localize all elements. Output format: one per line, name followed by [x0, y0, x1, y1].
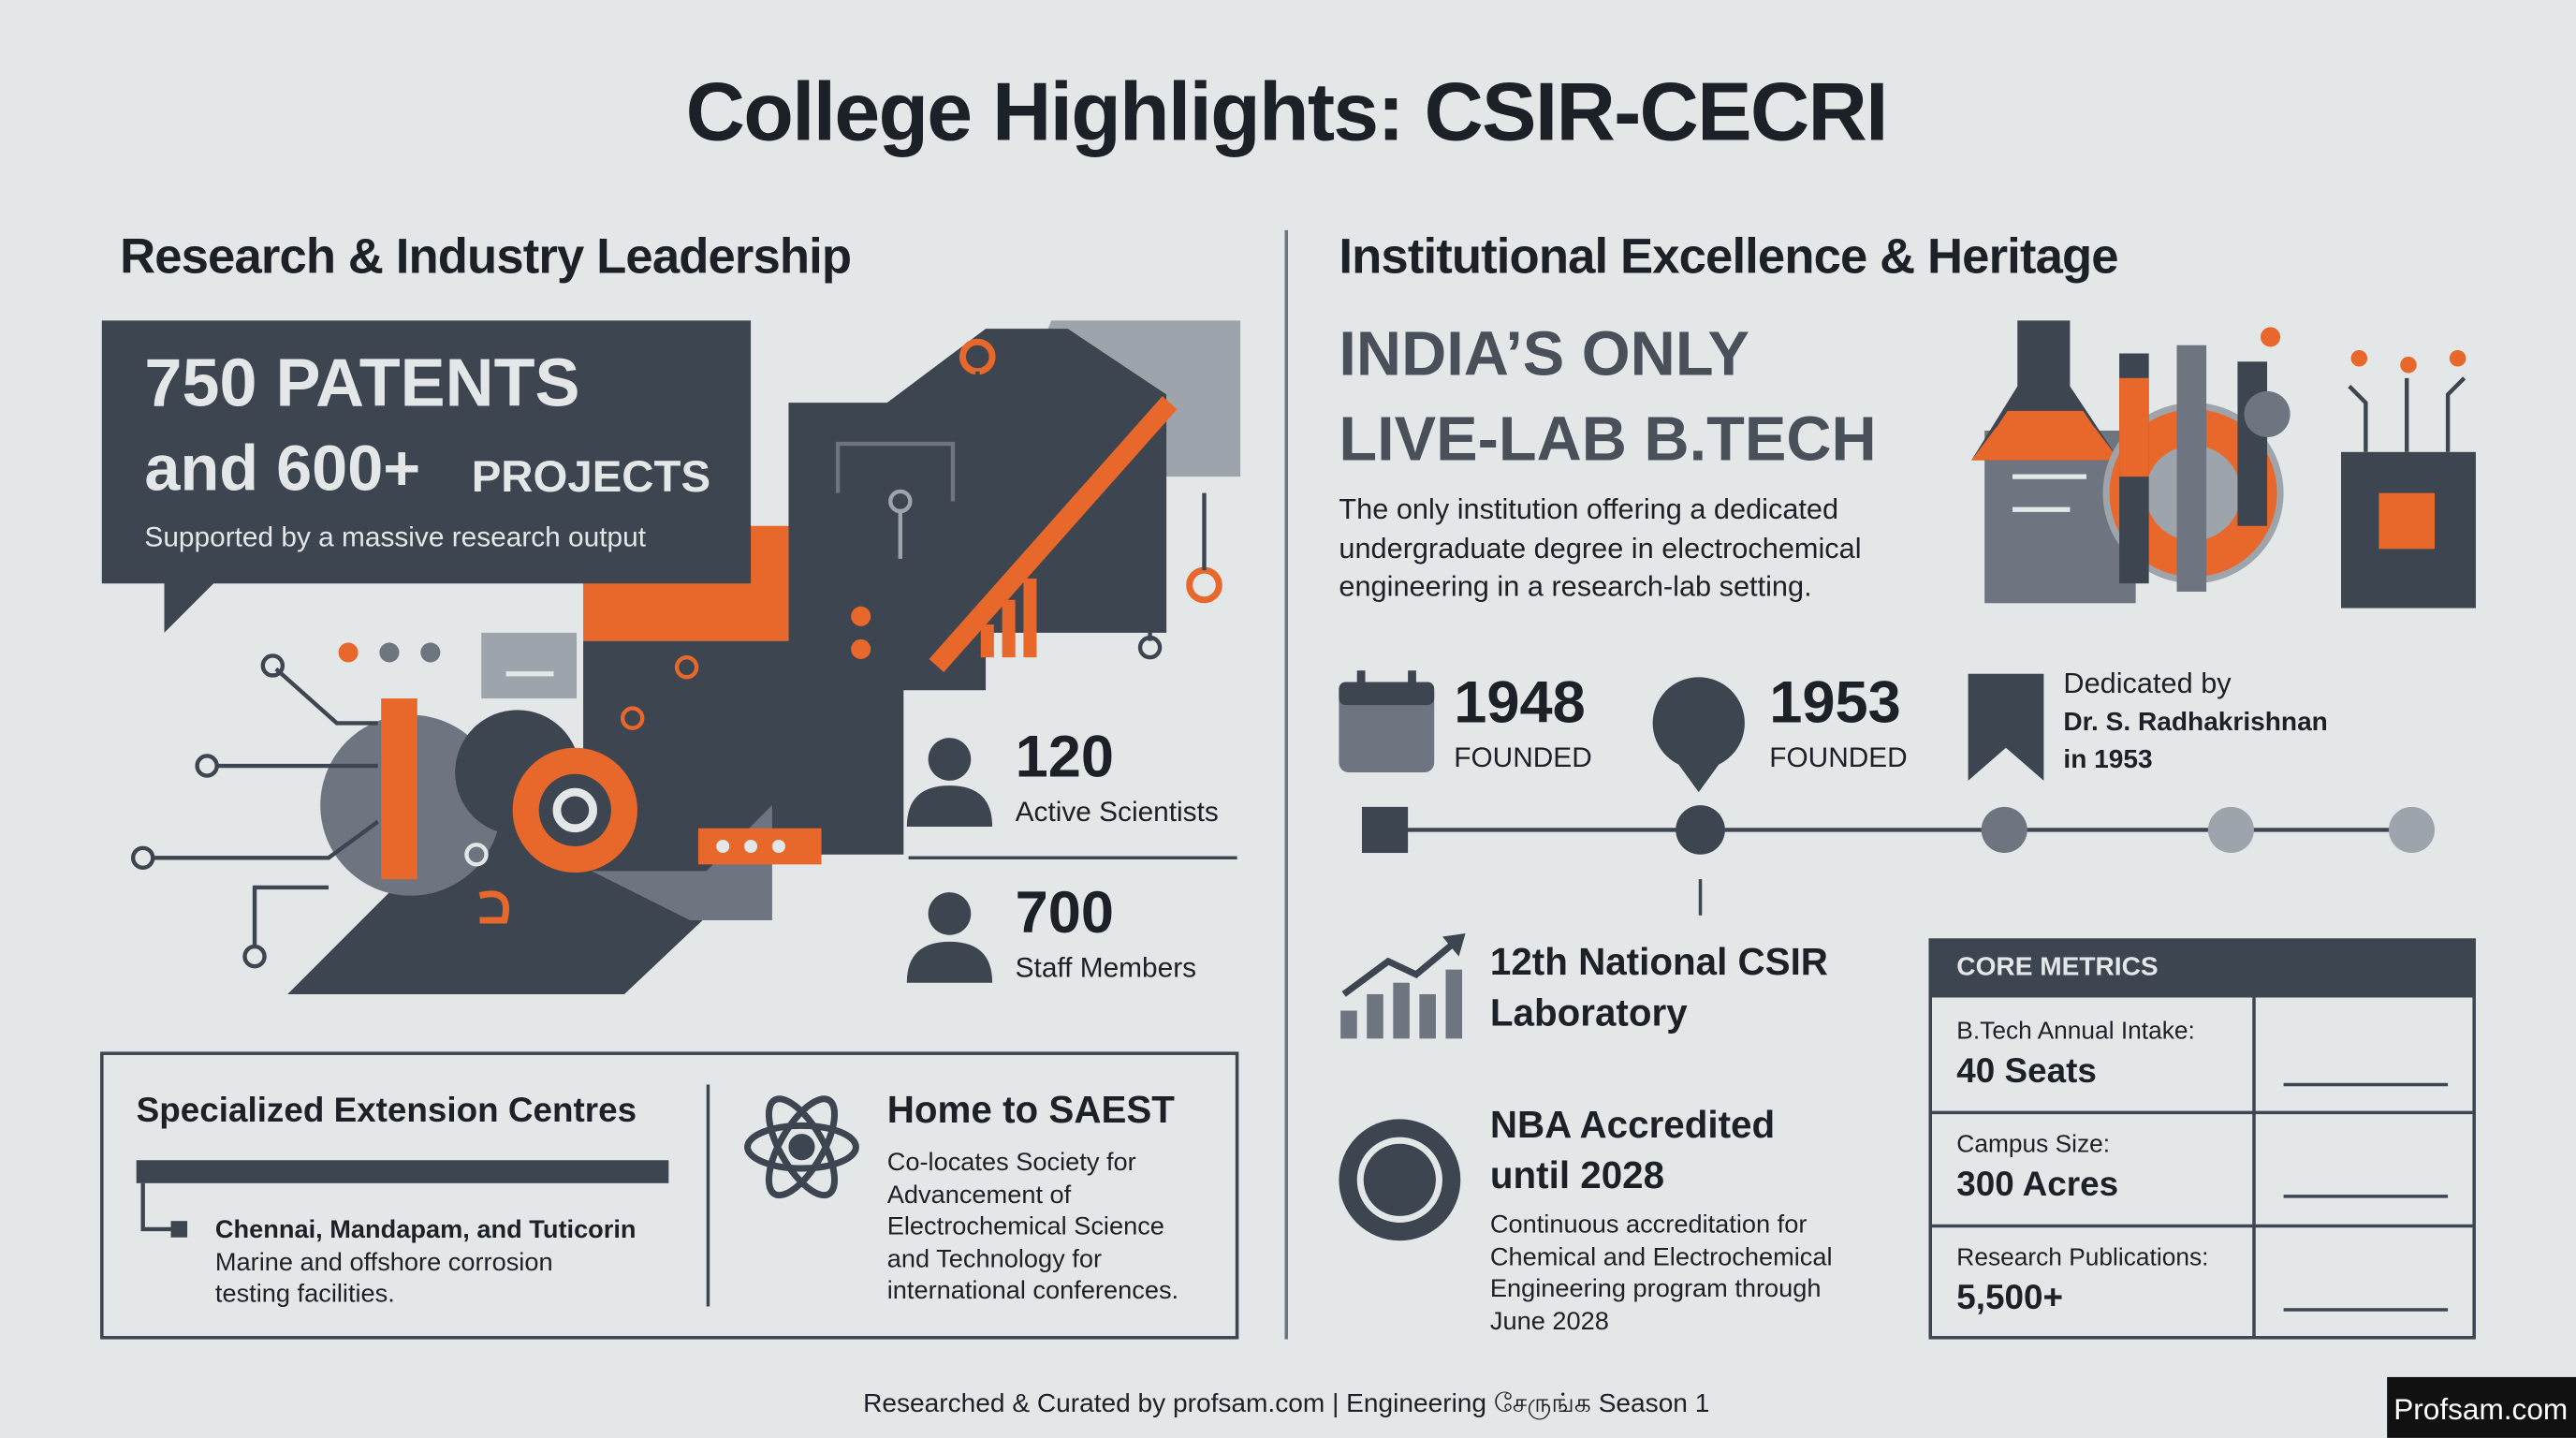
badge-box	[2387, 1376, 2576, 1438]
saest-heading: Home to SAEST	[887, 1088, 1176, 1131]
accreditation-description: June 2028	[1490, 1306, 1609, 1335]
circuit-illustration	[130, 320, 1241, 994]
stat-label: Active Scientists	[1016, 797, 1219, 828]
metric-value: 300 Acres	[1956, 1165, 2118, 1203]
lab-rank: 12th National CSIR	[1490, 940, 1828, 983]
stat-value: 120	[1016, 724, 1114, 789]
headline: LIVE-LAB B.TECH	[1339, 405, 1876, 475]
accreditation-heading: NBA Accredited	[1490, 1103, 1775, 1146]
metrics-table	[1928, 938, 2476, 1340]
extension-description: Marine and offshore corrosion	[215, 1247, 553, 1276]
section-heading: Institutional Excellence & Heritage	[1339, 228, 2117, 284]
dedication: Dr. S. Radhakrishnan	[2063, 707, 2327, 736]
accreditation-description: Chemical and Electrochemical	[1490, 1242, 1833, 1271]
calendar-icon	[1339, 670, 1435, 773]
atom-icon	[744, 1095, 859, 1199]
metric-label: Research Publications:	[1956, 1243, 2208, 1271]
bullet	[170, 1221, 188, 1238]
headline-description: undergraduate degree in electrochemical	[1339, 532, 1861, 565]
headline-description: engineering in a research-lab setting.	[1339, 570, 1811, 603]
patents-box	[101, 320, 752, 633]
accreditation-description: Continuous accreditation for	[1490, 1210, 1808, 1239]
year-label: FOUNDED	[1769, 742, 1907, 773]
saest-description: Electrochemical Science	[887, 1211, 1164, 1240]
extension-box	[100, 1051, 1239, 1340]
metric-value: 5,500+	[1956, 1278, 2063, 1316]
extension-heading: Specialized Extension Centres	[137, 1091, 637, 1129]
year-label: FOUNDED	[1454, 742, 1591, 773]
page-title: College Highlights: CSIR-CECRI	[686, 66, 1887, 158]
extension-bar	[136, 1160, 669, 1183]
timeline-track	[1361, 805, 2436, 916]
dedication: Dedicated by	[2063, 667, 2232, 699]
stat-label: Staff Members	[1016, 953, 1196, 984]
saest-description: and Technology for	[887, 1243, 1102, 1272]
metrics-heading: CORE METRICS	[1956, 951, 2158, 980]
headline: INDIA’S ONLY	[1339, 319, 1749, 389]
saest-description: Co-locates Society for	[887, 1147, 1136, 1176]
patents-suffix: PROJECTS	[472, 452, 710, 502]
accreditation-description: Engineering program through	[1490, 1273, 1822, 1302]
growth-icon	[1340, 933, 1466, 1039]
metric-value: 40 Seats	[1956, 1051, 2097, 1090]
saest-description: international conferences.	[887, 1275, 1178, 1304]
bookmark-icon	[1968, 673, 2044, 781]
section-heading: Research & Industry Leadership	[120, 228, 851, 284]
connector	[140, 1182, 171, 1232]
year: 1953	[1769, 670, 1901, 736]
dedication: in 1953	[2063, 744, 2152, 773]
extension-locations: Chennai, Mandapam, and Tuticorin	[215, 1214, 637, 1243]
stat-value: 700	[1016, 880, 1114, 946]
accreditation-heading: until 2028	[1490, 1153, 1664, 1196]
saest-description: Advancement of	[887, 1180, 1072, 1209]
patents-caption: Supported by a massive research output	[144, 522, 646, 553]
metric-label: Campus Size:	[1956, 1129, 2110, 1157]
patents-line: 750 PATENTS	[144, 345, 579, 420]
person-icon	[906, 892, 993, 983]
footer: Researched & Curated by profsam.com | En…	[863, 1388, 1709, 1420]
patents-line: and 600+	[144, 433, 420, 505]
lab-rank: Laboratory	[1490, 990, 1688, 1034]
badge: Profsam.com	[2393, 1392, 2568, 1426]
year: 1948	[1454, 670, 1586, 736]
lab-illustration	[1971, 320, 2476, 609]
metric-label: B.Tech Annual Intake:	[1956, 1016, 2195, 1044]
headline-description: The only institution offering a dedicate…	[1339, 492, 1838, 525]
seal-icon	[1339, 1119, 1461, 1241]
pin-icon	[1652, 677, 1745, 793]
person-icon	[906, 738, 993, 827]
extension-description: testing facilities.	[215, 1278, 395, 1307]
